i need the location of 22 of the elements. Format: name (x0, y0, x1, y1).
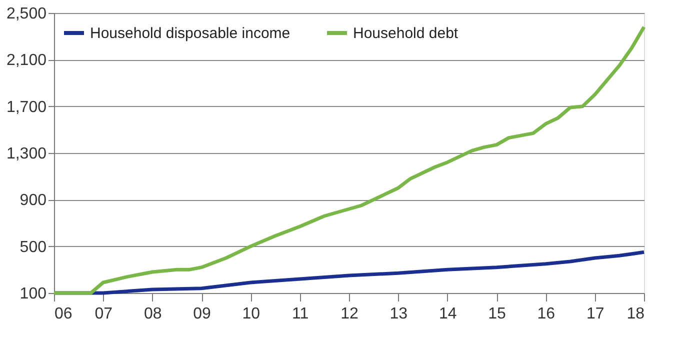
x-tick-label: 15 (488, 306, 506, 322)
x-tick-label: 09 (193, 306, 211, 322)
y-tick-label: 1,700 (6, 98, 47, 116)
x-tick-label: 18 (626, 306, 645, 322)
legend-label: Household disposable income (90, 25, 290, 42)
x-tick-label: 10 (242, 306, 260, 322)
y-tick-label: 500 (20, 238, 47, 256)
y-tick-label: 2,100 (6, 52, 47, 70)
x-tick-label: 06 (54, 306, 72, 322)
x-tick-label: 12 (340, 306, 358, 322)
y-tick-label: 900 (20, 192, 47, 210)
y-tick-label: 100 (20, 286, 47, 302)
y-tick-label: 2,500 (6, 6, 47, 22)
x-tick-label: 16 (537, 306, 556, 322)
x-tick-label: 08 (144, 306, 162, 322)
legend-label: Household debt (353, 25, 459, 42)
x-tick-label: 17 (586, 306, 604, 322)
x-tick-label: 14 (438, 306, 457, 322)
x-tick-label: 07 (94, 306, 113, 322)
y-tick-label: 1,300 (6, 146, 47, 162)
x-tick-label: 11 (292, 306, 309, 322)
x-tick-label: 13 (390, 306, 408, 322)
